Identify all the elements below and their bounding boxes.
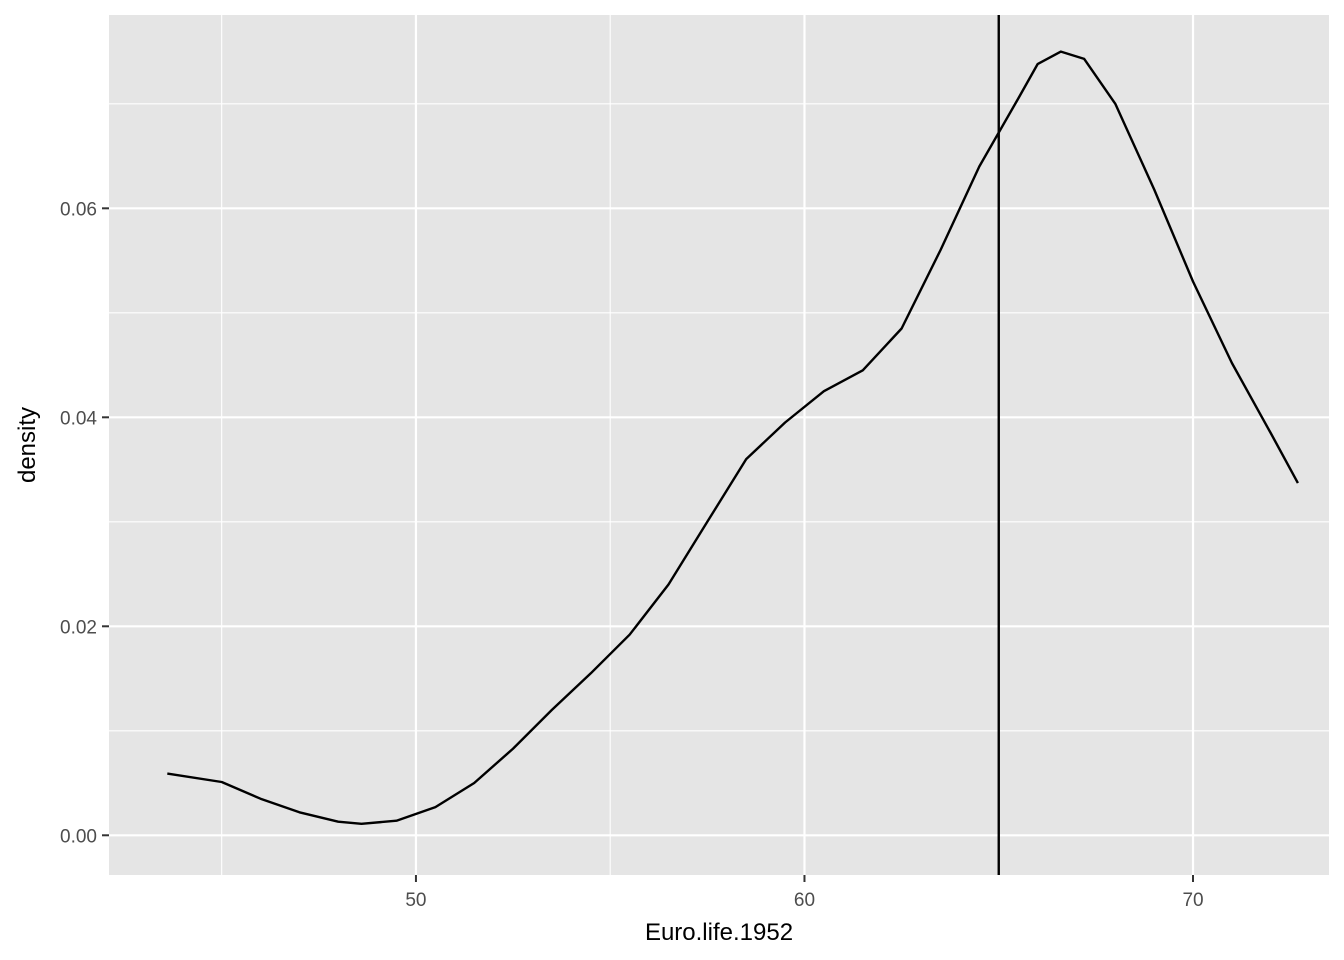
y-axis-title: density [14,407,41,483]
x-axis-ticks: 50 60 70 [405,875,1204,911]
y-tick-label: 0.06 [60,199,97,220]
y-axis-ticks: 0.00 0.02 0.04 0.06 [60,199,109,847]
x-tick-label: 70 [1182,890,1203,911]
plot-panel [109,15,1329,875]
y-tick-label: 0.00 [60,826,97,847]
x-tick-label: 60 [794,890,815,911]
y-tick-label: 0.02 [60,617,97,638]
major-grid [109,15,1329,875]
y-tick-label: 0.04 [60,408,97,429]
density-curve [167,50,1299,825]
x-axis-title: Euro.life.1952 [645,919,793,946]
x-tick-label: 50 [405,890,426,911]
